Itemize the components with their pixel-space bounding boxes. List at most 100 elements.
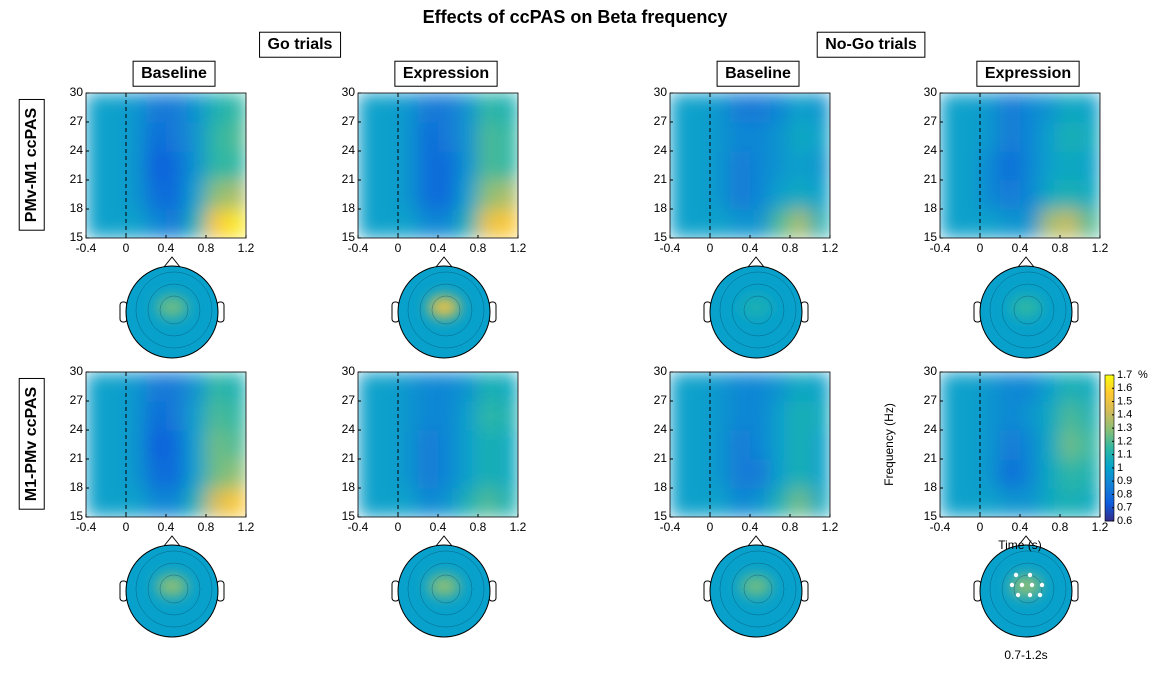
heat-cell [730, 430, 751, 460]
colorbar-segment [1105, 443, 1114, 447]
heat-cell [106, 209, 127, 238]
heat-cell [86, 180, 107, 210]
heat-cell [940, 430, 961, 460]
y-tick-label: 18 [654, 201, 668, 215]
heat-cell [378, 459, 399, 489]
heat-cell [790, 209, 811, 238]
heat-cell [960, 93, 981, 123]
topo-contour [731, 562, 785, 616]
heat-cell [770, 122, 791, 152]
heat-cell [1000, 488, 1021, 517]
y-tick-label: 15 [654, 509, 668, 523]
heat-cell [1000, 430, 1021, 460]
x-tick-label: -0.4 [930, 520, 951, 534]
colorbar-segment [1105, 516, 1114, 520]
x-tick-label: 0.8 [198, 520, 215, 534]
heat-cell [86, 209, 107, 238]
topo-peak [740, 575, 772, 597]
heat-cell [378, 372, 399, 402]
colorbar-segment [1105, 416, 1114, 420]
heat-cell [980, 488, 1001, 517]
heatmap-cells [358, 372, 518, 517]
colorbar-segment [1105, 433, 1114, 437]
heatmap-cells [940, 372, 1100, 517]
topo-outline [709, 265, 803, 359]
group-label: No-Go trials [825, 36, 917, 53]
colorbar-segment [1105, 411, 1114, 415]
heat-cell [206, 151, 227, 181]
topo-nose [1017, 256, 1035, 268]
heat-cell [730, 151, 751, 181]
x-tick-label: -0.4 [660, 520, 681, 534]
heat-cell [146, 401, 167, 431]
y-tick-label: 15 [70, 230, 84, 244]
heat-cell [498, 372, 518, 402]
colorbar-segment [1105, 501, 1114, 505]
electrode-dot [1039, 582, 1045, 588]
heat-cell [106, 459, 127, 489]
topo-contour [135, 271, 213, 349]
heat-cell [458, 151, 479, 181]
topo-contour [147, 562, 201, 616]
heat-cell [398, 209, 419, 238]
heat-cell [810, 401, 830, 431]
heat-cell [670, 180, 691, 210]
heat-cell [398, 488, 419, 517]
x-tick-label: -0.4 [660, 241, 681, 255]
y-tick-label: 30 [654, 364, 668, 378]
heat-cell [1020, 93, 1041, 123]
heat-cell [478, 372, 499, 402]
column-label-box [976, 60, 1080, 87]
topo-contour [743, 295, 773, 325]
heat-cell [690, 151, 711, 181]
colorbar-tick-label: 1.1 [1117, 449, 1132, 461]
heat-cell [458, 209, 479, 238]
heat-cell [670, 372, 691, 402]
y-tick-label: 30 [924, 364, 938, 378]
colorbar-segment [1105, 474, 1114, 478]
topo-contour [1013, 295, 1043, 325]
heat-cell [1080, 151, 1100, 181]
x-tick-label: -0.4 [930, 241, 951, 255]
x-tick-label: 0.4 [742, 520, 759, 534]
heat-cell [1060, 488, 1081, 517]
heat-cell [86, 430, 107, 460]
topo-nose [163, 535, 181, 547]
heat-cell [810, 372, 830, 402]
heat-cell [398, 122, 419, 152]
heat-cell [960, 430, 981, 460]
heat-cell [770, 488, 791, 517]
heat-cell [478, 488, 499, 517]
y-tick-label: 30 [342, 364, 356, 378]
topo-contour [431, 295, 461, 325]
heat-cell [770, 459, 791, 489]
heat-cell [86, 401, 107, 431]
heat-cell [478, 93, 499, 123]
topoplot [980, 266, 1072, 358]
heat-cell [1060, 430, 1081, 460]
heatmap [670, 93, 830, 238]
heat-cell [980, 430, 1001, 460]
heat-cell [1020, 209, 1041, 238]
heat-cell [146, 93, 167, 123]
heat-cell [166, 488, 187, 517]
topo-contour [407, 550, 485, 628]
heat-cell [478, 430, 499, 460]
topo-outline [125, 544, 219, 638]
heat-cell [670, 93, 691, 123]
heat-cell [960, 372, 981, 402]
heat-cell [358, 209, 379, 238]
colorbar-tick-label: 1.7 [1117, 369, 1132, 381]
column-label: Expression [403, 65, 489, 82]
heat-cell [1020, 459, 1041, 489]
heat-cell [1040, 430, 1061, 460]
y-tick-label: 21 [654, 451, 668, 465]
y-tick-label: 30 [70, 85, 84, 99]
heat-cell [226, 488, 246, 517]
topo-contour [1001, 562, 1055, 616]
topo-outline [125, 265, 219, 359]
heatmap-cells [86, 372, 246, 517]
heat-cell [980, 93, 1001, 123]
colorbar-segment [1105, 421, 1114, 425]
heat-cell [418, 122, 439, 152]
